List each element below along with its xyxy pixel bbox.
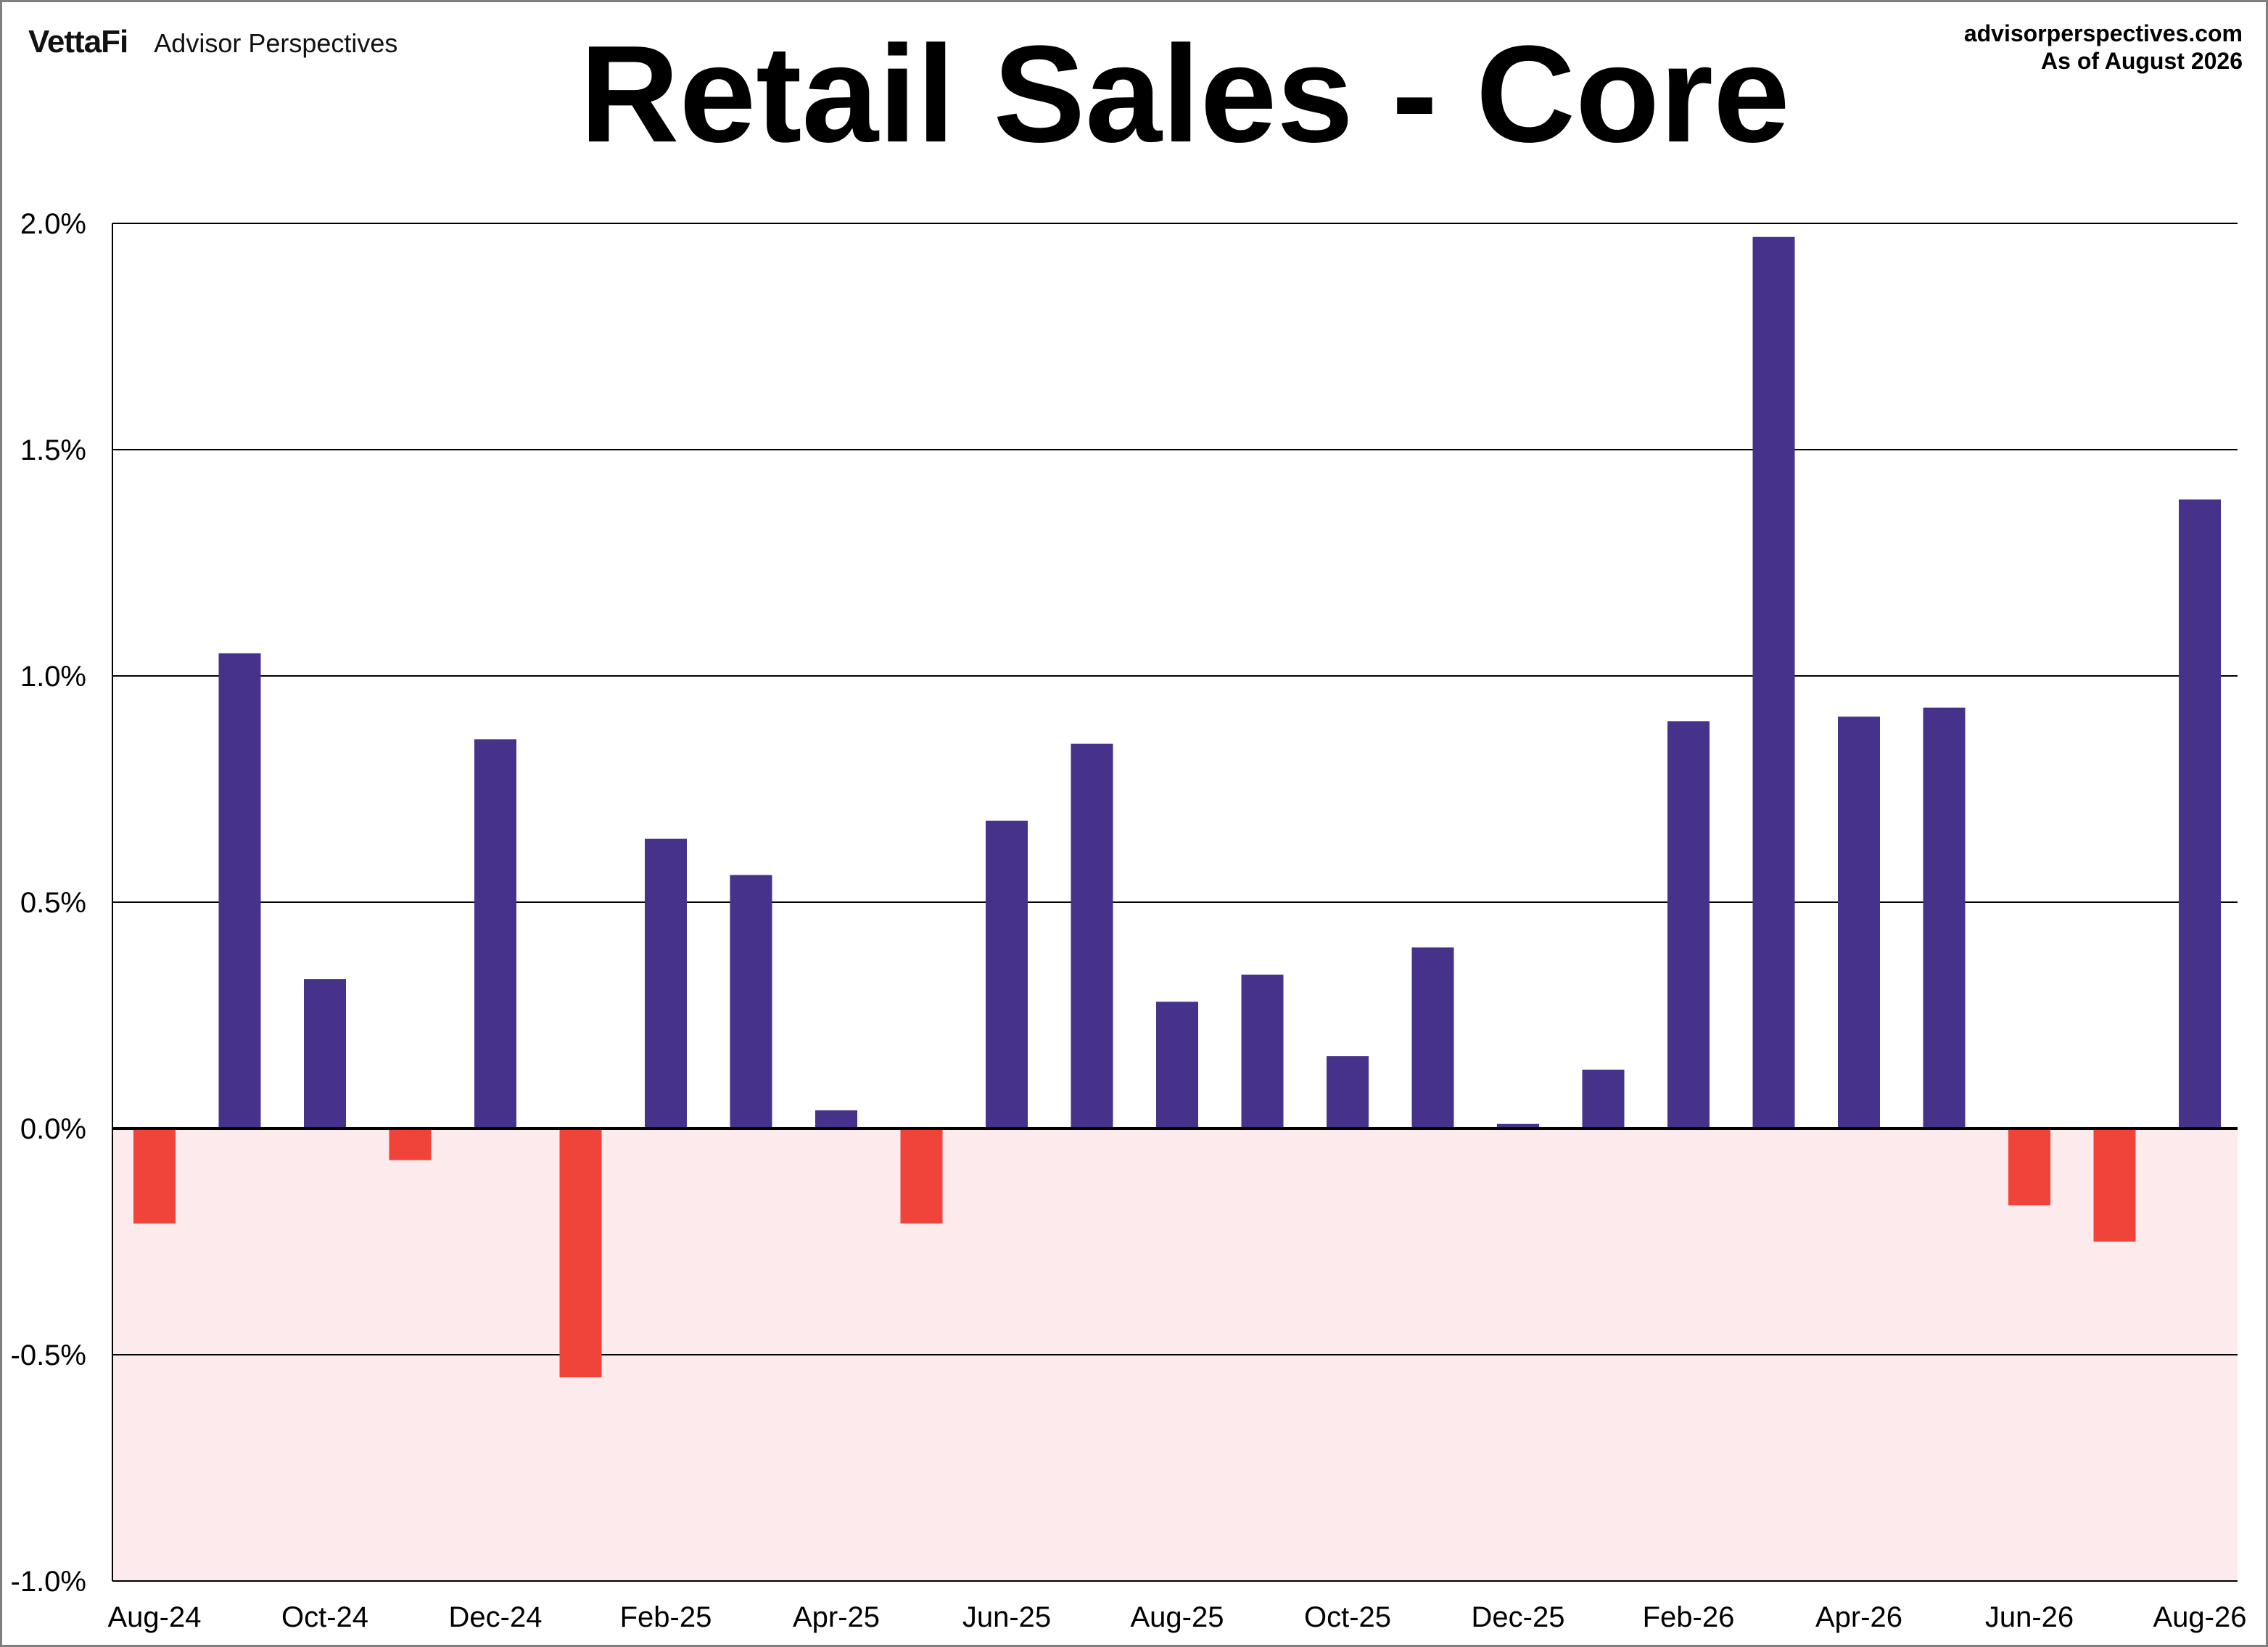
bar-dec-24 bbox=[474, 739, 516, 1128]
bar-jun-25 bbox=[986, 820, 1028, 1128]
x-tick-label: Aug-25 bbox=[1131, 1601, 1224, 1633]
x-tick-label: Dec-25 bbox=[1472, 1601, 1565, 1633]
bar-sep-24 bbox=[218, 653, 261, 1128]
y-tick-label: 1.5% bbox=[20, 434, 86, 466]
chart-title-text: Retail Sales - Core bbox=[580, 17, 1790, 171]
x-tick-label: Aug-26 bbox=[2153, 1601, 2247, 1633]
logo: VettaFi Advisor Perspectives bbox=[28, 24, 397, 60]
bar-oct-25 bbox=[1327, 1056, 1369, 1128]
bar-jul-25 bbox=[1071, 743, 1113, 1128]
bar-dec-25 bbox=[1497, 1123, 1539, 1128]
bar-mar-25 bbox=[730, 875, 772, 1128]
x-tick-label: Feb-25 bbox=[620, 1601, 712, 1633]
chart-title: Retail Sales - Core bbox=[2, 25, 2266, 163]
x-tick-label: Jun-25 bbox=[962, 1601, 1051, 1633]
bar-nov-25 bbox=[1411, 947, 1454, 1128]
x-tick-label: Apr-26 bbox=[1815, 1601, 1902, 1633]
source-url: advisorperspectives.com bbox=[1963, 20, 2243, 46]
y-tick-label: 0.5% bbox=[20, 887, 86, 919]
source-block: advisorperspectives.com As of August 202… bbox=[1964, 20, 2243, 75]
bar-apr-25 bbox=[815, 1110, 857, 1128]
x-tick-label: Jun-26 bbox=[1985, 1601, 2074, 1633]
bar-aug-26 bbox=[2179, 499, 2221, 1128]
publication-name: Advisor Perspectives bbox=[154, 28, 398, 58]
bar-jan-25 bbox=[559, 1128, 602, 1378]
x-tick-label: Dec-24 bbox=[449, 1601, 543, 1633]
x-tick-label: Apr-25 bbox=[793, 1601, 880, 1633]
bar-jul-26 bbox=[2093, 1128, 2136, 1242]
y-tick-label: 2.0% bbox=[20, 208, 86, 240]
bar-feb-25 bbox=[645, 838, 687, 1128]
x-tick-label: Oct-24 bbox=[281, 1601, 368, 1633]
y-tick-label: -0.5% bbox=[11, 1340, 87, 1371]
bar-jun-26 bbox=[2008, 1128, 2050, 1206]
bar-mar-26 bbox=[1752, 236, 1795, 1129]
bar-may-26 bbox=[1923, 707, 1966, 1128]
y-tick-label: -1.0% bbox=[11, 1566, 87, 1598]
bar-may-25 bbox=[900, 1128, 943, 1224]
bar-nov-24 bbox=[389, 1128, 432, 1160]
x-tick-label: Aug-24 bbox=[108, 1601, 202, 1633]
bar-aug-24 bbox=[133, 1128, 176, 1224]
brand-name: VettaFi bbox=[28, 24, 128, 59]
bar-apr-26 bbox=[1838, 717, 1880, 1128]
bar-sep-25 bbox=[1241, 974, 1284, 1128]
y-tick-label: 1.0% bbox=[20, 661, 86, 693]
x-tick-label: Oct-25 bbox=[1304, 1601, 1391, 1633]
bar-oct-24 bbox=[304, 979, 346, 1128]
as-of-date: As of August 2026 bbox=[2041, 48, 2243, 75]
y-tick-label: 0.0% bbox=[20, 1113, 86, 1145]
x-tick-label: Feb-26 bbox=[1643, 1601, 1735, 1633]
bar-feb-26 bbox=[1667, 721, 1710, 1128]
bar-aug-25 bbox=[1156, 1002, 1198, 1128]
bar-jan-26 bbox=[1582, 1069, 1625, 1128]
